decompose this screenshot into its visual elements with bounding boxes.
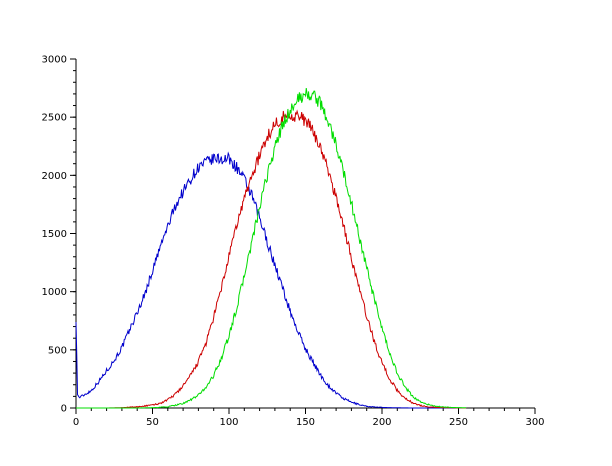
series-line-3 bbox=[76, 88, 467, 409]
y-tick-label: 1500 bbox=[42, 229, 67, 240]
series-lines bbox=[75, 88, 467, 409]
x-tick-label: 150 bbox=[296, 417, 315, 428]
y-axis-ticks: 0 500 1000 1500 2000 2500 3000 bbox=[42, 55, 76, 415]
x-tick-label: 100 bbox=[219, 417, 238, 428]
y-tick-label: 2000 bbox=[42, 171, 67, 182]
y-tick-label: 1000 bbox=[42, 287, 67, 298]
y-tick-label: 3000 bbox=[42, 55, 67, 66]
x-tick-label: 300 bbox=[525, 417, 544, 428]
y-tick-label: 2500 bbox=[42, 113, 67, 124]
y-tick-label: 0 bbox=[61, 404, 67, 415]
series-line-2 bbox=[76, 109, 467, 409]
x-tick-label: 250 bbox=[449, 417, 468, 428]
x-tick-label: 50 bbox=[146, 417, 159, 428]
x-tick-label: 200 bbox=[372, 417, 391, 428]
y-tick-label: 500 bbox=[48, 345, 67, 356]
axes bbox=[75, 59, 535, 409]
x-axis-ticks: 0 50 100 150 200 250 300 bbox=[73, 408, 545, 428]
series-line-1 bbox=[75, 151, 467, 409]
x-tick-label: 0 bbox=[73, 417, 79, 428]
